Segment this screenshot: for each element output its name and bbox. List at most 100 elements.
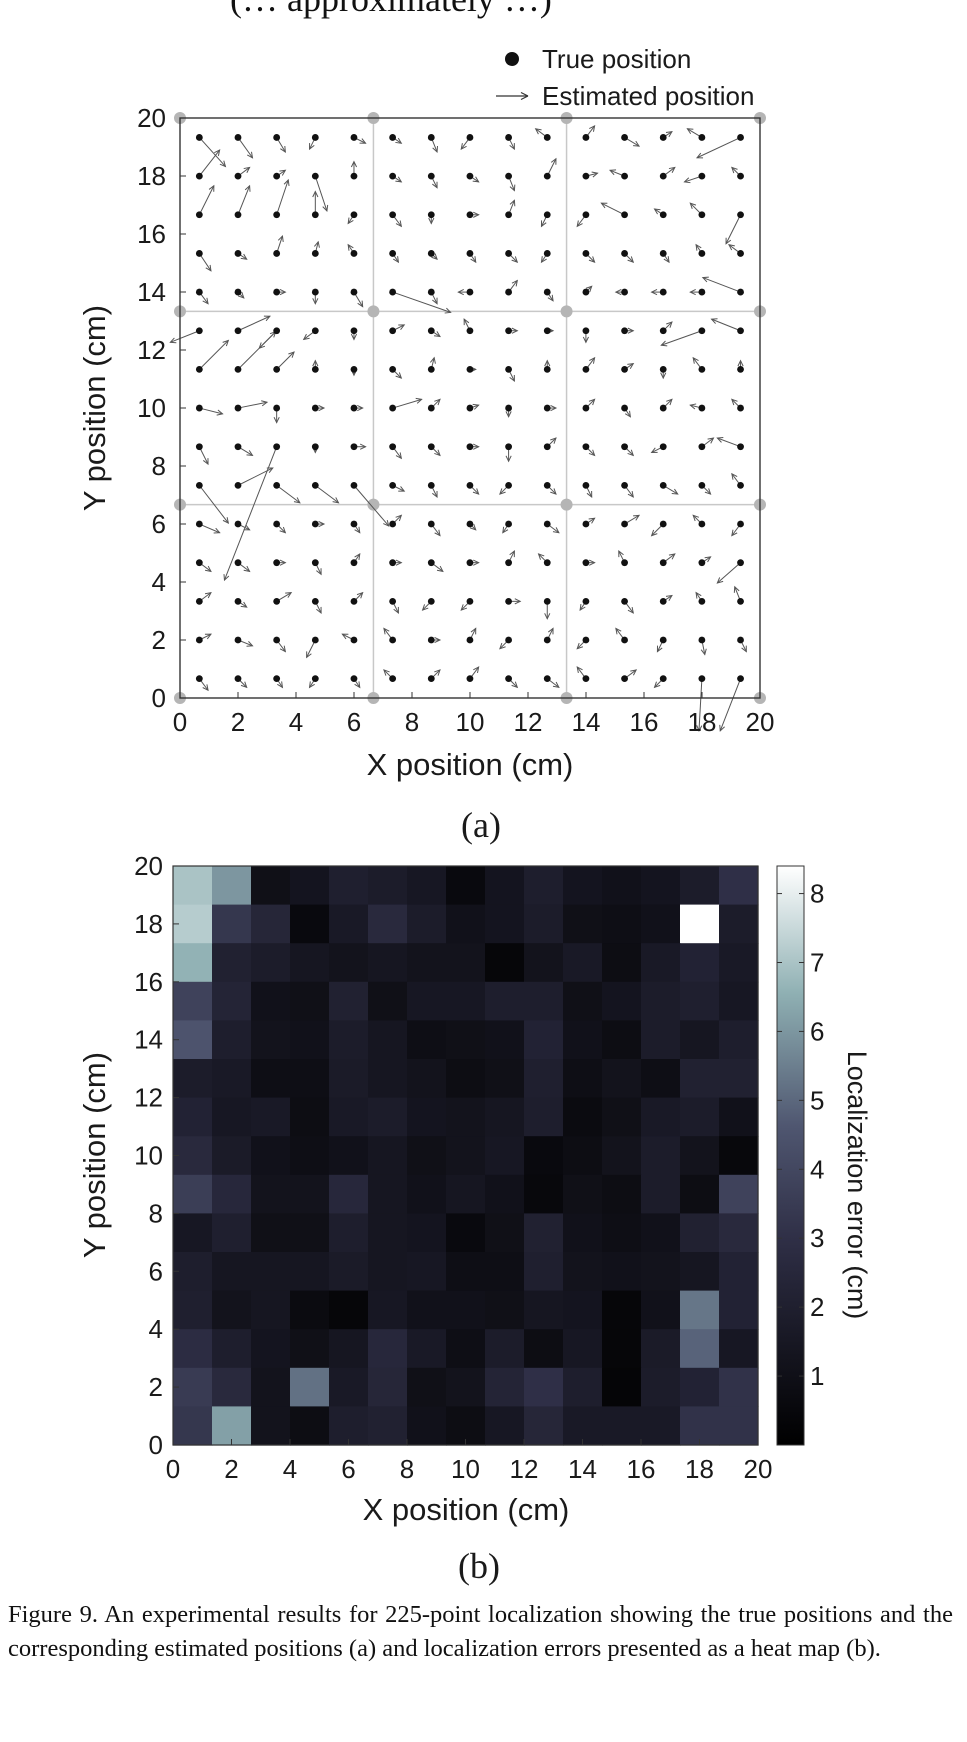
heatmap-cell — [212, 1059, 252, 1099]
heatmap-cell — [173, 1174, 213, 1214]
estimate-arrow — [237, 137, 253, 159]
true-position-dot — [389, 597, 397, 605]
arrowhead — [630, 669, 638, 676]
heatmap-cell — [680, 1136, 720, 1176]
arrowhead — [505, 455, 512, 463]
true-position-dot — [234, 134, 242, 141]
estimate-arrow — [276, 484, 301, 504]
heatmap-cell — [485, 981, 525, 1021]
arrowhead — [737, 359, 744, 367]
arrowhead — [308, 143, 315, 151]
panel-a-legend: True position Estimated position — [496, 44, 754, 111]
arrowhead — [505, 411, 512, 418]
estimate-arrow — [198, 253, 212, 272]
heatmap-cell — [173, 866, 213, 906]
arrowhead — [614, 289, 622, 296]
heatmap-cell — [524, 981, 564, 1021]
heatmap-cell — [524, 1329, 564, 1369]
heatmap-cell — [173, 943, 213, 983]
heatmap-cell — [563, 981, 603, 1021]
y-tick-label: 8 — [149, 1198, 163, 1228]
estimate-arrow — [392, 291, 451, 313]
heatmap-cell — [329, 904, 369, 944]
estimate-arrow — [237, 185, 251, 215]
arrowhead — [588, 449, 596, 457]
arrowhead — [356, 591, 364, 599]
true-position-dot — [311, 327, 319, 335]
arrowhead — [692, 356, 699, 364]
true-position-dot — [582, 327, 590, 335]
arrowhead — [280, 145, 286, 153]
true-position-dot — [273, 211, 281, 219]
arrowhead — [653, 681, 661, 689]
arrowhead — [293, 497, 301, 504]
heatmap-cell — [407, 1020, 447, 1060]
arrowhead — [219, 160, 227, 168]
grid-intersection-marker — [560, 305, 573, 318]
true-position-dot — [505, 481, 512, 489]
panel-b-y-ticks: 0 2 4 6 8 10 12 14 16 18 20 — [134, 851, 179, 1460]
true-position-dot — [621, 134, 628, 141]
arrowhead — [266, 467, 274, 474]
arrowhead — [689, 403, 697, 410]
estimate-arrow — [392, 398, 422, 409]
estimate-arrow — [717, 437, 741, 448]
true-position-dot — [311, 211, 319, 219]
heatmap-cell — [524, 904, 564, 944]
arrowhead — [707, 437, 715, 444]
heatmap-cell — [212, 866, 252, 906]
arrowhead — [627, 490, 634, 498]
arrowhead — [246, 151, 254, 159]
arrowhead — [701, 276, 709, 283]
heatmap-cell — [485, 1213, 525, 1253]
colorbar-tick-label: 4 — [810, 1154, 824, 1184]
arrowhead — [240, 253, 248, 260]
heatmap-cell — [212, 1020, 252, 1060]
true-position-dot — [698, 250, 706, 257]
heatmap-cell — [485, 1329, 525, 1369]
heatmap-cell — [563, 904, 603, 944]
arrowhead — [695, 591, 702, 599]
arrowhead — [202, 458, 209, 466]
true-position-dot — [582, 520, 590, 528]
estimate-arrow — [698, 678, 703, 731]
arrowhead — [432, 181, 438, 189]
heatmap-cell — [719, 1329, 759, 1369]
true-position-dot — [195, 288, 203, 296]
arrowhead — [243, 565, 251, 573]
estimate-arrow — [198, 185, 215, 215]
heatmap-cell — [641, 1406, 681, 1446]
heatmap-cell — [251, 866, 291, 906]
heatmap-cell — [602, 1329, 642, 1369]
y-tick-label: 4 — [149, 1314, 163, 1344]
estimate-arrow — [719, 678, 742, 732]
arrowhead — [415, 397, 423, 404]
panel-a-arrows — [169, 124, 747, 733]
true-position-dot — [427, 520, 435, 528]
arrowhead — [704, 556, 712, 563]
true-position-dot — [737, 327, 744, 335]
true-position-dot — [582, 288, 590, 296]
true-position-dot — [427, 597, 435, 605]
heatmap-cell — [719, 1136, 759, 1176]
heatmap-cell — [641, 1252, 681, 1292]
true-position-dot — [466, 172, 474, 180]
arrowhead — [393, 606, 399, 614]
heatmap-cell — [485, 1290, 525, 1330]
true-position-dot — [389, 327, 397, 335]
arrowhead — [609, 169, 617, 176]
heatmap-cell — [602, 1174, 642, 1214]
true-position-dot — [427, 675, 435, 683]
heatmap-cell — [407, 1329, 447, 1369]
true-position-dot — [273, 250, 281, 257]
y-tick-label: 16 — [134, 967, 163, 997]
heatmap-cell — [680, 1020, 720, 1060]
true-position-dot — [698, 636, 706, 644]
heatmap-cell — [524, 1252, 564, 1292]
x-tick-label: 18 — [688, 707, 717, 737]
arrowhead — [552, 681, 560, 689]
true-position-dot — [466, 134, 474, 141]
arrowhead — [243, 524, 251, 531]
arrowhead — [283, 178, 290, 186]
true-position-dot — [621, 559, 628, 567]
